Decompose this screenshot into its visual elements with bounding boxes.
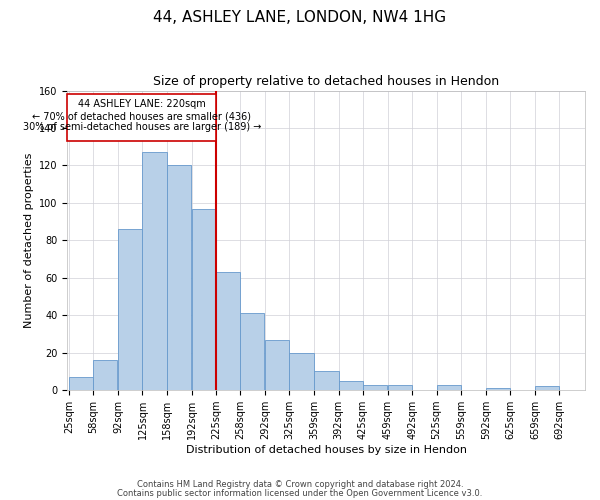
Text: Contains public sector information licensed under the Open Government Licence v3: Contains public sector information licen… — [118, 489, 482, 498]
Bar — [289, 353, 314, 390]
X-axis label: Distribution of detached houses by size in Hendon: Distribution of detached houses by size … — [186, 445, 467, 455]
Bar — [486, 388, 510, 390]
Bar — [167, 166, 191, 390]
Bar — [314, 372, 339, 390]
Bar — [339, 381, 363, 390]
Text: Contains HM Land Registry data © Crown copyright and database right 2024.: Contains HM Land Registry data © Crown c… — [137, 480, 463, 489]
Bar — [142, 152, 167, 390]
Bar — [192, 208, 216, 390]
Bar — [535, 386, 559, 390]
Bar — [93, 360, 118, 390]
Bar — [67, 94, 216, 141]
Bar — [118, 229, 142, 390]
Bar — [216, 272, 240, 390]
Text: 44 ASHLEY LANE: 220sqm: 44 ASHLEY LANE: 220sqm — [78, 99, 206, 109]
Text: 30% of semi-detached houses are larger (189) →: 30% of semi-detached houses are larger (… — [23, 122, 261, 132]
Text: ← 70% of detached houses are smaller (436): ← 70% of detached houses are smaller (43… — [32, 111, 251, 121]
Y-axis label: Number of detached properties: Number of detached properties — [23, 152, 34, 328]
Title: Size of property relative to detached houses in Hendon: Size of property relative to detached ho… — [153, 75, 499, 88]
Bar — [69, 377, 93, 390]
Bar — [240, 314, 265, 390]
Bar — [363, 384, 387, 390]
Bar — [437, 384, 461, 390]
Bar — [265, 340, 289, 390]
Text: 44, ASHLEY LANE, LONDON, NW4 1HG: 44, ASHLEY LANE, LONDON, NW4 1HG — [154, 10, 446, 25]
Bar — [388, 384, 412, 390]
